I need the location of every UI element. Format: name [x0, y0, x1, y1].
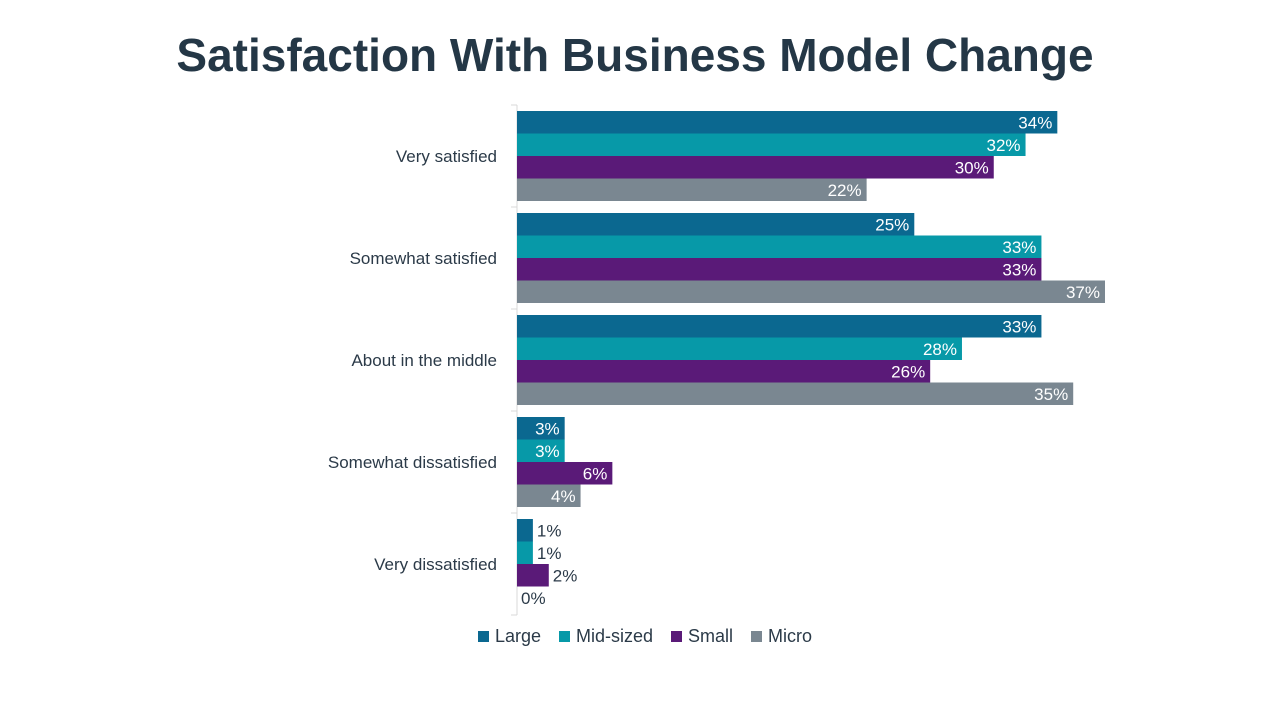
legend-swatch — [671, 631, 683, 642]
data-label: 33% — [1002, 260, 1036, 279]
bar-large — [517, 315, 1042, 338]
data-label: 3% — [535, 419, 560, 438]
data-label: 37% — [1066, 283, 1100, 302]
legend-item-small: Small — [671, 626, 733, 647]
bar-large — [517, 417, 565, 440]
data-label: 34% — [1018, 113, 1052, 132]
bar-micro — [517, 280, 1105, 303]
data-label: 0% — [521, 589, 546, 608]
chart-legend: Large Mid-sized Small Micro — [0, 626, 1280, 647]
bar-large — [517, 519, 533, 542]
legend-label: Small — [688, 626, 734, 646]
data-label: 3% — [535, 442, 560, 461]
bar-micro — [517, 382, 1074, 405]
legend-label: Mid-sized — [576, 626, 654, 646]
legend-swatch — [559, 631, 570, 642]
bar-micro — [517, 178, 867, 201]
data-label: 26% — [891, 362, 925, 381]
data-label: 35% — [1034, 385, 1068, 404]
category-label: Somewhat dissatisfied — [328, 453, 497, 472]
data-label: 30% — [955, 158, 989, 177]
data-label: 22% — [828, 181, 862, 200]
bar-mid-sized — [517, 133, 1026, 156]
bar-mid-sized — [517, 439, 565, 462]
bar-large — [517, 213, 915, 236]
category-label: Somewhat satisfied — [350, 249, 497, 268]
data-label: 1% — [537, 544, 562, 563]
data-label: 2% — [553, 566, 578, 585]
category-label: Very satisfied — [396, 147, 497, 166]
bar-small — [517, 156, 994, 179]
data-label: 1% — [537, 521, 562, 540]
legend-swatch — [477, 631, 489, 642]
legend-item-mid-sized: Mid-sized — [559, 626, 653, 647]
legend-item-large: Large — [477, 626, 541, 647]
bar-small — [517, 462, 613, 485]
bar-micro — [517, 484, 581, 507]
category-label: About in the middle — [351, 351, 497, 370]
data-label: 33% — [1002, 317, 1036, 336]
bar-mid-sized — [517, 541, 533, 564]
data-label: 28% — [923, 340, 957, 359]
category-label: Very dissatisfied — [374, 555, 497, 574]
legend-label: Large — [494, 626, 541, 646]
bar-large — [517, 111, 1058, 134]
data-label: 25% — [875, 215, 909, 234]
legend-item-micro: Micro — [751, 626, 812, 647]
bar-mid-sized — [517, 337, 962, 360]
data-label: 32% — [987, 136, 1021, 155]
legend-swatch — [751, 631, 763, 642]
legend-label: Micro — [768, 626, 813, 646]
data-label: 6% — [583, 464, 608, 483]
chart-title: Satisfaction With Business Model Change — [176, 29, 1094, 81]
bar-small — [517, 258, 1042, 281]
data-label: 4% — [551, 487, 576, 506]
data-label: 33% — [1002, 238, 1036, 257]
bar-mid-sized — [517, 235, 1042, 258]
bar-small — [517, 564, 549, 587]
bar-small — [517, 360, 931, 383]
